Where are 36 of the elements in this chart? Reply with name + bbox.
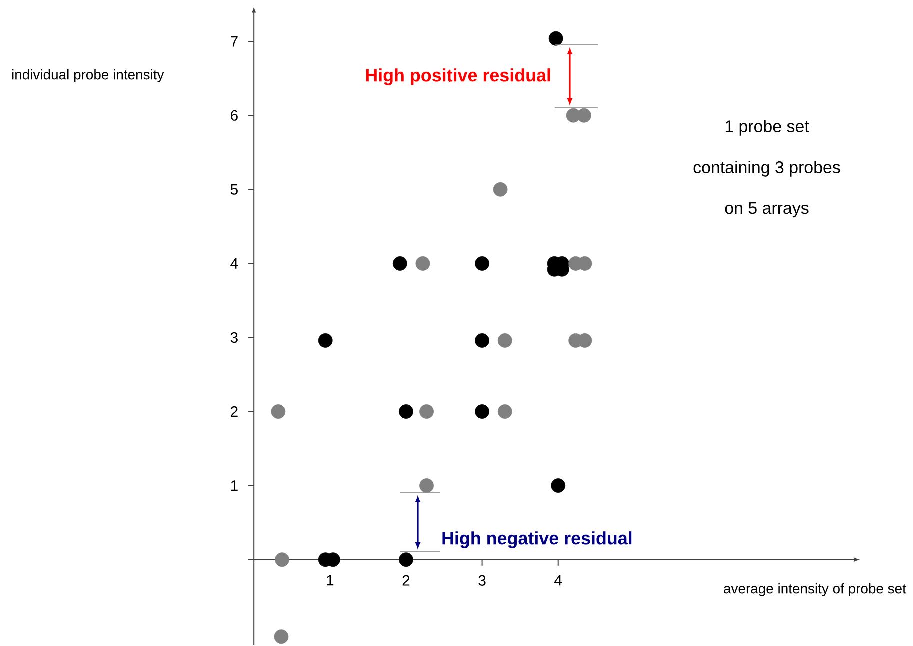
point: [399, 552, 414, 568]
x-tick-label: 2: [402, 575, 410, 586]
x-tick-label: 3: [478, 575, 486, 586]
point: [498, 404, 512, 419]
point: [548, 31, 564, 46]
point: [475, 404, 490, 419]
y-axis-title: individual probe intensity: [12, 69, 164, 82]
y-tick-label: 7: [231, 36, 238, 47]
y-tick-label: 1: [231, 480, 238, 491]
y-tick-label: 3: [230, 332, 238, 344]
y-tick-label: 5: [230, 184, 238, 195]
point: [475, 333, 490, 348]
annotation: containing 3 probes: [694, 161, 840, 177]
annotation: on 5 arrays: [725, 202, 809, 218]
point: [271, 404, 286, 419]
point: [399, 404, 414, 419]
x-tick-label: 4: [554, 575, 562, 586]
point: [275, 552, 290, 568]
annotation: 1 probe set: [726, 120, 810, 136]
point: [416, 256, 430, 271]
y-tick-label: 4: [230, 258, 238, 269]
point: [392, 256, 408, 271]
point: [475, 256, 490, 271]
y-tick-label: 2: [231, 406, 238, 417]
y-tick-label: 6: [231, 110, 238, 121]
x-tick-label: 1: [327, 575, 334, 586]
point: [577, 108, 592, 123]
x-axis-title: average intensity of probe set: [724, 583, 906, 596]
annotation: High negative residual: [442, 532, 632, 548]
point: [498, 333, 512, 348]
annotation: High positive residual: [366, 68, 550, 86]
point: [551, 478, 566, 494]
point: [318, 333, 333, 348]
point: [493, 182, 508, 197]
point: [420, 478, 434, 494]
point: [420, 404, 434, 419]
